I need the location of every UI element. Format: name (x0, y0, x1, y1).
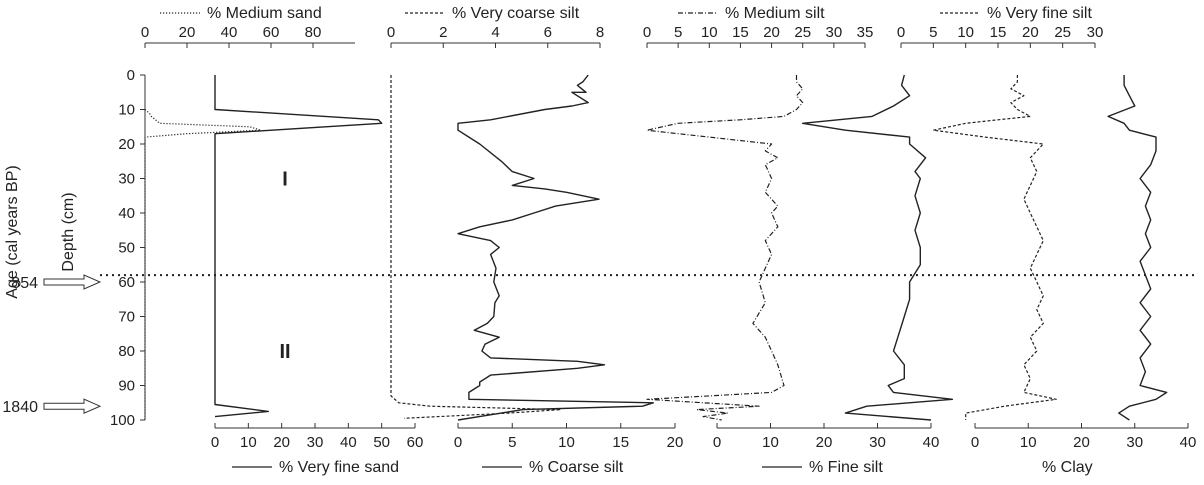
legend-label: % Clay (1042, 459, 1093, 476)
legend-label: % Coarse silt (529, 459, 624, 476)
top-tick-label: 35 (857, 24, 874, 41)
bottom-tick-label: 20 (1073, 434, 1090, 451)
bottom-tick-label: 40 (923, 434, 940, 451)
depth-tick-label: 60 (118, 274, 135, 291)
bottom-tick-label: 5 (508, 434, 516, 451)
bottom-tick-label: 20 (667, 434, 684, 451)
age-marker-label: 1840 (2, 399, 38, 416)
age-marker-arrow-icon (43, 398, 102, 414)
age-marker-arrow-icon (43, 274, 102, 290)
top-tick-label: 60 (263, 24, 280, 41)
series-very-coarse-silt (390, 75, 562, 419)
depth-tick-label: 10 (118, 102, 135, 119)
top-tick-label: 20 (179, 24, 196, 41)
depth-tick-label: 100 (110, 412, 135, 429)
top-tick-label: 40 (221, 24, 238, 41)
legend-label: % Very fine sand (279, 459, 399, 476)
depth-tick-label: 40 (118, 205, 135, 222)
depth-tick-label: 80 (118, 343, 135, 360)
panel-4: 0 5 10 15 20 25 30 0 10 20 30 40 (897, 24, 1197, 451)
top-tick-label: 6 (544, 24, 552, 41)
zone-label: II (279, 341, 290, 363)
bottom-tick-label: 0 (971, 434, 979, 451)
top-tick-label: 25 (1054, 24, 1071, 41)
series-clay (1107, 75, 1168, 421)
legend-label: % Fine silt (809, 459, 883, 476)
depth-tick-label: 20 (118, 136, 135, 153)
legend-label: % Medium sand (207, 5, 322, 22)
series-very-fine-silt (932, 75, 1057, 420)
top-tick-label: 30 (1087, 24, 1104, 41)
bottom-tick-label: 15 (612, 434, 629, 451)
bottom-tick-label: 60 (407, 434, 424, 451)
top-tick-label: 2 (439, 24, 447, 41)
bottom-tick-label: 30 (307, 434, 324, 451)
series-medium-silt (646, 75, 804, 421)
bottom-tick-label: 20 (816, 434, 833, 451)
panels-group: 0 20 40 60 800 10 20 30 40 50 600 2 4 6 80 5 10 15 200 5 10 1… (141, 24, 1197, 451)
top-tick-label: 0 (141, 24, 149, 41)
top-tick-label: 10 (957, 24, 974, 41)
top-tick-label: 15 (732, 24, 749, 41)
legend-label: % Medium silt (725, 5, 825, 22)
panel-2: 0 2 4 6 8 0 5 10 15 20 (387, 24, 684, 451)
bottom-tick-label: 10 (1020, 434, 1037, 451)
bottom-tick-label: 20 (273, 434, 290, 451)
top-tick-label: 0 (897, 24, 905, 41)
bottom-tick-label: 30 (1126, 434, 1143, 451)
bottom-tick-label: 50 (373, 434, 390, 451)
bottom-tick-label: 10 (240, 434, 257, 451)
bottom-tick-label: 0 (713, 434, 721, 451)
overlay-group: III (100, 169, 1195, 363)
bottom-tick-label: 0 (211, 434, 219, 451)
bottom-tick-label: 30 (869, 434, 886, 451)
top-tick-label: 8 (596, 24, 604, 41)
age-marker-label: 854 (11, 275, 38, 292)
top-tick-label: 5 (929, 24, 937, 41)
bottom-tick-label: 40 (340, 434, 357, 451)
legend-label: % Very fine silt (987, 5, 1092, 22)
bottom-tick-label: 10 (558, 434, 575, 451)
top-tick-label: 20 (1022, 24, 1039, 41)
top-tick-label: 5 (674, 24, 682, 41)
depth-tick-label: 70 (118, 309, 135, 326)
depth-tick-label: 30 (118, 171, 135, 188)
series-coarse-silt (457, 74, 654, 421)
bottom-tick-label: 40 (1180, 434, 1197, 451)
top-tick-label: 4 (491, 24, 499, 41)
depth-tick-label: 90 (118, 378, 135, 395)
series-fine-silt (801, 74, 954, 421)
panel-1: 0 20 40 60 80 0 10 20 30 40 50 60 (141, 24, 424, 451)
depth-axis-title: Depth (cm) (60, 192, 77, 271)
top-tick-label: 0 (643, 24, 651, 41)
top-tick-label: 15 (990, 24, 1007, 41)
top-tick-label: 0 (387, 24, 395, 41)
top-tick-label: 20 (763, 24, 780, 41)
depth-tick-label: 50 (118, 240, 135, 257)
top-tick-label: 25 (794, 24, 811, 41)
depth-axis: 0 10 20 30 40 50 60 70 80 90 100 Depth (cm) Age (cal… (2, 67, 146, 429)
zone-label: I (282, 169, 288, 191)
top-tick-label: 80 (305, 24, 322, 41)
panel-3: 0 5 10 15 20 25 30 35 0 10 20 30 40 (643, 24, 954, 451)
bottom-tick-label: 0 (454, 434, 462, 451)
bottom-tick-label: 10 (762, 434, 779, 451)
series-very-fine-sand (214, 75, 383, 418)
age-axis-title: Age (cal years BP) (4, 165, 21, 298)
top-tick-label: 10 (701, 24, 718, 41)
depth-tick-label: 0 (127, 67, 135, 84)
top-tick-label: 30 (826, 24, 843, 41)
legend-group: % Medium sand % Very fine sand % Very coar… (160, 5, 1093, 476)
legend-label: % Very coarse silt (452, 5, 580, 22)
series-medium-sand (144, 109, 262, 420)
